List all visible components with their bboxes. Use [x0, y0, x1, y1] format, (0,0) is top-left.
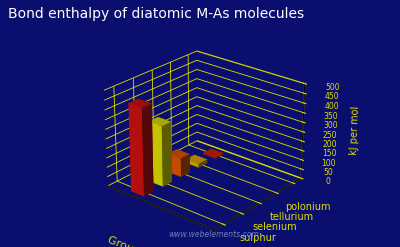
Text: Bond enthalpy of diatomic M-As molecules: Bond enthalpy of diatomic M-As molecules — [8, 7, 304, 21]
Text: www.webelements.com: www.webelements.com — [168, 230, 259, 239]
X-axis label: Group 16: Group 16 — [106, 235, 158, 247]
